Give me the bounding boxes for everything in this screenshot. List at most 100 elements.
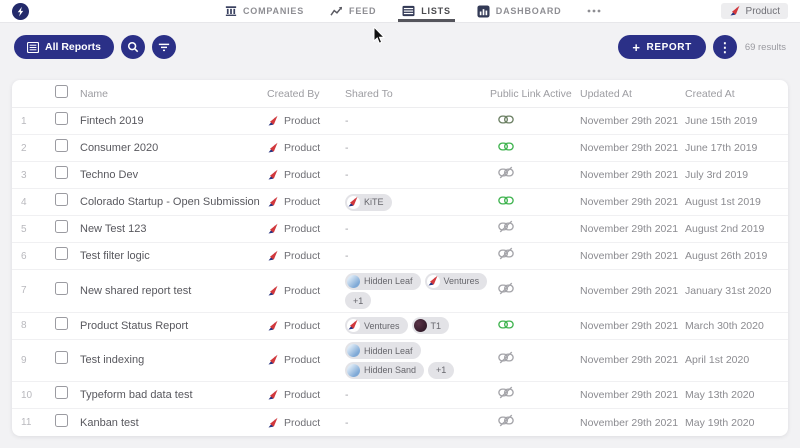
col-public-link-active: Public Link Active (490, 87, 572, 100)
table-row[interactable]: 5 New Test 123 Product - November 29th 202… (12, 216, 788, 243)
account-chip[interactable]: Product (720, 3, 788, 19)
report-name: New Test 123 (80, 223, 147, 235)
dart-logo-icon (348, 319, 358, 330)
row-checkbox[interactable] (55, 316, 68, 330)
public-link-status (490, 317, 580, 335)
created-at-cell: January 31st 2020 (685, 284, 772, 297)
filter-icon (158, 43, 170, 51)
row-checkbox[interactable] (55, 247, 68, 260)
link-icon (498, 115, 514, 124)
link-off-icon (498, 247, 514, 260)
public-link-status (490, 112, 580, 130)
all-reports-button[interactable]: All Reports (14, 35, 115, 59)
search-icon (127, 41, 139, 53)
reports-table: Name Created By Shared To Public Link Ac… (12, 80, 788, 436)
row-checkbox[interactable] (55, 166, 68, 179)
col-name: Name (80, 87, 109, 100)
add-report-button[interactable]: + REPORT (618, 35, 706, 59)
row-number: 10 (21, 389, 33, 401)
shared-badge-label: +1 (353, 295, 364, 306)
col-updated-at: Updated At (580, 87, 632, 100)
created-by-cell: Product (267, 223, 345, 235)
row-checkbox[interactable] (55, 386, 68, 399)
link-icon (498, 142, 514, 151)
row-checkbox[interactable] (55, 351, 68, 365)
shared-badge: +1 (428, 361, 455, 379)
table-row[interactable]: 1 Fintech 2019 Product - November 29th 202… (12, 108, 788, 135)
row-checkbox[interactable] (55, 112, 68, 125)
dart-logo-icon (268, 223, 278, 234)
shared-badge: Ventures (424, 272, 488, 290)
dart-logo-icon (268, 115, 278, 126)
table-row[interactable]: 10 Typeform bad data test Product - Novemb… (12, 382, 788, 409)
table-row[interactable]: 3 Techno Dev Product - November 29th 2021 J… (12, 162, 788, 189)
filter-button[interactable] (152, 35, 177, 59)
reports-table-body: 1 Fintech 2019 Product - November 29th 202… (12, 108, 788, 436)
app-logo[interactable] (12, 2, 29, 20)
created-at-cell: June 15th 2019 (685, 115, 758, 127)
public-link-status (490, 386, 580, 404)
avatar (347, 274, 360, 288)
public-link-status (490, 414, 580, 432)
shared-to-cell: Ventures T1 (345, 315, 490, 337)
avatar (413, 319, 427, 332)
dart-logo-icon (268, 417, 278, 427)
dart-logo-icon (268, 250, 278, 261)
link-icon (498, 319, 514, 329)
created-by-cell: Product (267, 142, 345, 154)
row-checkbox[interactable] (55, 193, 68, 206)
row-checkbox[interactable] (55, 281, 68, 295)
shared-empty-dash: - (345, 250, 349, 262)
search-button[interactable] (121, 35, 146, 59)
tab-lists-label: LISTS (421, 6, 451, 16)
created-by-cell: Product (267, 115, 345, 127)
public-link-status (490, 220, 580, 238)
link-off-icon (498, 386, 514, 399)
updated-at-cell: November 29th 2021 (580, 354, 679, 367)
shared-to-cell: - (345, 142, 490, 154)
table-row[interactable]: 7 New shared report test Product Hidden Le… (12, 270, 788, 313)
shared-to-cell: - (345, 223, 490, 235)
table-row[interactable]: 2 Consumer 2020 Product - November 29th 20… (12, 135, 788, 162)
row-checkbox[interactable] (55, 139, 68, 152)
table-row[interactable]: 4 Colorado Startup - Open Submission Prod… (12, 189, 788, 216)
row-checkbox[interactable] (55, 413, 68, 427)
bolt-icon (17, 6, 24, 16)
tab-dashboard[interactable]: DASHBOARD (477, 0, 562, 22)
link-off-icon (498, 351, 514, 364)
updated-at-cell: November 29th 2021 (580, 223, 679, 235)
col-shared-to: Shared To (345, 87, 393, 100)
tab-companies[interactable]: COMPANIES (225, 0, 304, 22)
created-by-label: Product (284, 319, 321, 332)
kebab-menu-button[interactable]: ⋮ (712, 35, 737, 59)
created-at-cell: May 19th 2020 (685, 416, 755, 429)
table-row[interactable]: 9 Test indexing Product Hidden Leaf Hidden … (12, 340, 788, 382)
shared-empty-dash: - (345, 416, 349, 429)
table-row[interactable]: 6 Test filter logic Product - November 29t… (12, 243, 788, 270)
created-by-cell: Product (267, 320, 345, 332)
table-row[interactable]: 8 Product Status Report Product Ventures T… (12, 313, 788, 340)
link-off-icon (498, 414, 514, 426)
tab-feed[interactable]: FEED (330, 0, 376, 22)
kebab-icon: ⋮ (718, 39, 732, 55)
select-all-checkbox[interactable] (55, 84, 68, 98)
updated-at-cell: November 29th 2021 (580, 142, 679, 154)
updated-at-cell: November 29th 2021 (580, 319, 679, 332)
row-number: 2 (21, 142, 27, 154)
shared-badge-label: +1 (436, 365, 447, 375)
dashboard-icon (477, 4, 490, 18)
created-by-label: Product (284, 142, 321, 154)
row-number: 7 (21, 285, 27, 297)
companies-icon (225, 6, 237, 16)
tab-lists[interactable]: LISTS (398, 0, 455, 22)
row-number: 9 (21, 354, 27, 366)
table-row[interactable]: 11 Kanban test Product - November 29th 202… (12, 409, 788, 436)
shared-badge-label: Ventures (364, 320, 400, 331)
row-checkbox[interactable] (55, 220, 68, 233)
dart-logo-icon (347, 195, 360, 209)
avatar (347, 344, 360, 357)
report-name: Test indexing (80, 354, 145, 367)
public-link-status (490, 282, 580, 300)
dart-logo-icon (426, 274, 440, 288)
tab-more[interactable] (587, 0, 601, 22)
